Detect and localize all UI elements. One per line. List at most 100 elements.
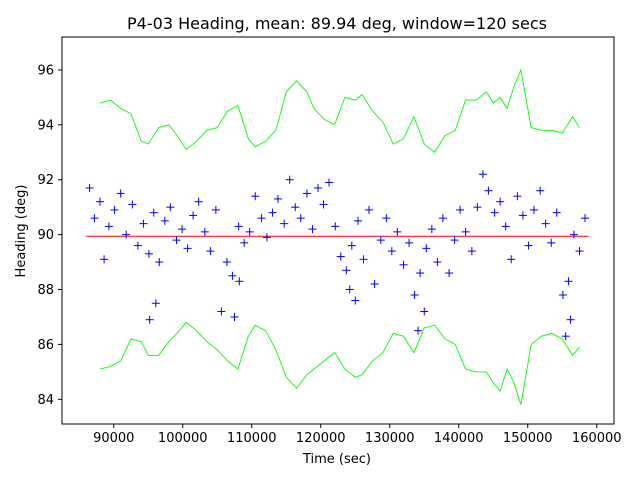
data-point-marker xyxy=(518,211,527,220)
data-point-marker xyxy=(189,211,198,220)
data-point-marker xyxy=(438,214,447,223)
x-tick-label: 140000 xyxy=(434,431,484,446)
plot-area xyxy=(61,36,615,425)
data-point-marker xyxy=(257,214,266,223)
data-point-marker xyxy=(296,214,305,223)
data-point-marker xyxy=(524,241,533,250)
data-point-marker xyxy=(450,236,459,245)
data-point-marker xyxy=(461,227,470,236)
data-point-marker xyxy=(251,192,260,201)
data-point-marker xyxy=(433,258,442,267)
data-point-marker xyxy=(507,255,516,264)
y-tick-label: 88 xyxy=(37,283,54,298)
data-point-marker xyxy=(382,214,391,223)
data-point-marker xyxy=(228,271,237,280)
data-point-marker xyxy=(122,230,131,239)
data-point-marker xyxy=(178,225,187,234)
data-point-marker xyxy=(501,222,510,231)
data-point-marker xyxy=(262,233,271,242)
data-point-marker xyxy=(245,227,254,236)
data-point-marker xyxy=(217,307,226,316)
data-point-marker xyxy=(104,222,113,231)
data-point-marker xyxy=(144,249,153,258)
data-point-marker xyxy=(393,227,402,236)
x-axis-ticks: 90000 100000 110000 120000 130000 140000 15000… xyxy=(93,424,622,446)
data-point-marker xyxy=(116,189,125,198)
data-point-marker xyxy=(280,219,289,228)
data-point-marker xyxy=(566,315,575,324)
data-point-marker xyxy=(100,255,109,264)
data-point-marker xyxy=(160,216,169,225)
axes-background xyxy=(62,37,614,424)
data-point-marker xyxy=(110,205,119,214)
data-point-marker xyxy=(445,269,454,278)
data-point-marker xyxy=(490,208,499,217)
axes-border xyxy=(61,36,615,425)
data-point-marker xyxy=(336,252,345,261)
data-point-marker xyxy=(268,208,277,217)
data-point-marker xyxy=(484,186,493,195)
y-tick-label: 90 xyxy=(37,228,54,243)
data-point-marker xyxy=(405,238,414,247)
data-point-marker xyxy=(414,326,423,335)
x-tick-label: 130000 xyxy=(365,431,415,446)
data-point-marker xyxy=(359,255,368,264)
data-point-marker xyxy=(529,205,538,214)
data-point-marker xyxy=(331,222,340,231)
data-point-marker xyxy=(155,258,164,267)
scatter-points xyxy=(85,170,590,341)
x-tick-label: 160000 xyxy=(572,431,622,446)
data-point-marker xyxy=(145,315,154,324)
data-point-marker xyxy=(133,241,142,250)
data-point-marker xyxy=(422,244,431,253)
data-point-marker xyxy=(478,170,487,179)
data-point-marker xyxy=(139,219,148,228)
data-point-marker xyxy=(581,214,590,223)
data-point-marker xyxy=(313,183,322,192)
data-point-marker xyxy=(128,200,137,209)
y-tick-label: 96 xyxy=(37,63,54,78)
data-point-marker xyxy=(399,260,408,269)
data-point-marker xyxy=(211,205,220,214)
data-point-marker xyxy=(561,332,570,341)
y-axis-ticks: 84 86 88 90 92 94 96 xyxy=(37,63,62,408)
data-point-marker xyxy=(569,230,578,239)
data-point-marker xyxy=(200,227,209,236)
y-tick-label: 92 xyxy=(37,173,54,188)
lower-band-line xyxy=(99,321,580,405)
data-point-marker xyxy=(541,219,550,228)
data-point-marker xyxy=(194,197,203,206)
x-tick-label: 150000 xyxy=(503,431,553,446)
data-point-marker xyxy=(376,236,385,245)
x-axis-label: Time (sec) xyxy=(302,452,371,467)
data-point-marker xyxy=(90,214,99,223)
data-point-marker xyxy=(95,197,104,206)
data-point-marker xyxy=(285,175,294,184)
data-point-marker xyxy=(575,247,584,256)
data-point-marker xyxy=(351,296,360,305)
x-tick-label: 110000 xyxy=(227,431,277,446)
data-point-marker xyxy=(536,186,545,195)
data-point-marker xyxy=(319,200,328,209)
data-point-marker xyxy=(234,222,243,231)
y-axis-label: Heading (deg) xyxy=(14,185,29,278)
x-tick-label: 120000 xyxy=(296,431,346,446)
data-point-marker xyxy=(172,236,181,245)
data-point-marker xyxy=(240,238,249,247)
data-point-marker xyxy=(552,208,561,217)
data-point-marker xyxy=(370,280,379,289)
data-point-marker xyxy=(420,307,429,316)
data-point-marker xyxy=(151,299,160,308)
data-point-marker xyxy=(325,178,334,187)
chart-title: P4-03 Heading, mean: 89.94 deg, window=1… xyxy=(127,14,547,33)
data-point-marker xyxy=(410,291,419,299)
data-point-marker xyxy=(149,208,158,217)
data-point-marker xyxy=(564,277,573,286)
y-tick-label: 94 xyxy=(37,118,54,133)
data-point-marker xyxy=(345,285,354,294)
y-tick-label: 84 xyxy=(37,393,54,408)
data-point-marker xyxy=(302,189,311,198)
x-tick-label: 90000 xyxy=(93,431,134,446)
data-point-marker xyxy=(427,225,436,234)
